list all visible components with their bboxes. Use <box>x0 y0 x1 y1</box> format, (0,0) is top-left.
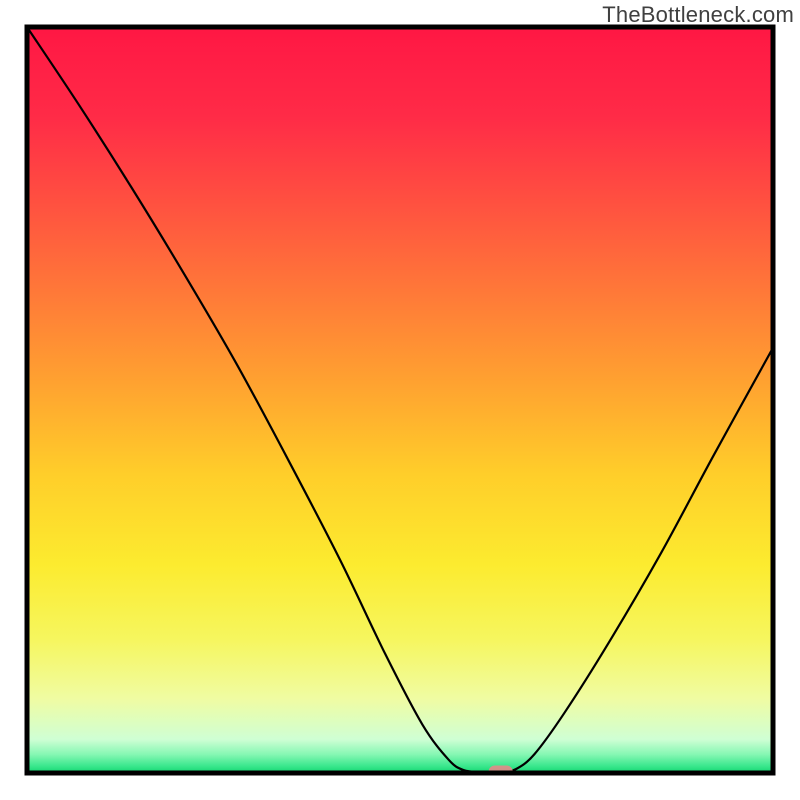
bottleneck-chart <box>0 0 800 800</box>
plot-background <box>27 27 773 773</box>
watermark-text: TheBottleneck.com <box>602 2 794 28</box>
chart-container: TheBottleneck.com <box>0 0 800 800</box>
